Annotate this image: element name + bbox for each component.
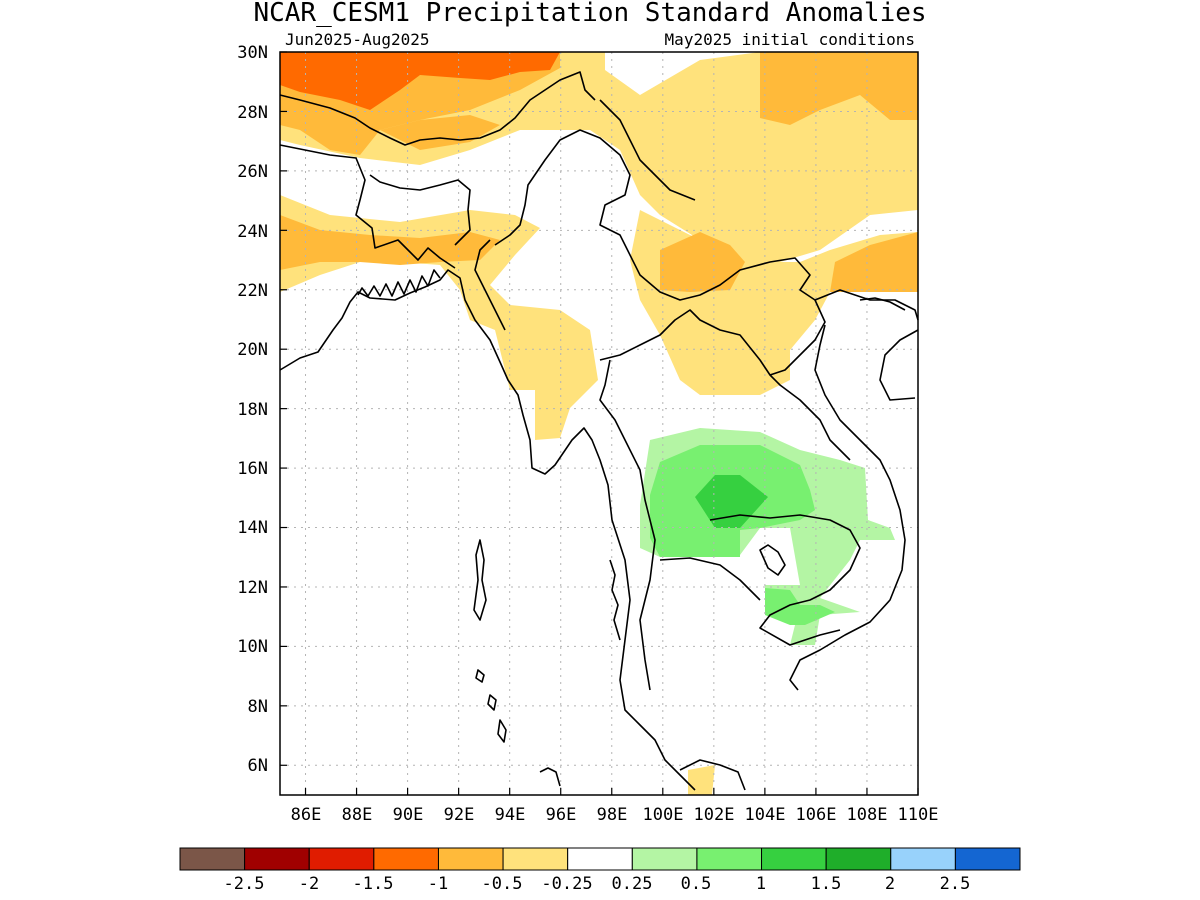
colorbar-label: -2.5 — [224, 874, 265, 894]
colorbar-swatch — [696, 847, 763, 871]
lat-label: 26N — [237, 162, 268, 182]
colorbar-label: 0.5 — [681, 874, 712, 894]
colorbar-swatch — [890, 847, 956, 871]
colorbar-label: 2.5 — [940, 874, 971, 894]
colorbar-swatch — [502, 847, 569, 871]
lon-label: 106E — [796, 805, 837, 825]
lon-label: 94E — [495, 805, 526, 825]
colorbar-label: 0.25 — [612, 874, 653, 894]
lon-label: 90E — [393, 805, 424, 825]
lat-label: 12N — [237, 578, 268, 598]
init-conditions-subtitle: May2025 initial conditions — [665, 30, 915, 49]
colorbar-swatch — [825, 847, 892, 871]
lat-label: 14N — [237, 518, 268, 538]
period-subtitle: Jun2025-Aug2025 — [285, 30, 430, 49]
lat-label: 28N — [237, 103, 268, 123]
colorbar-swatch — [567, 847, 633, 871]
colorbar-swatch — [437, 847, 504, 871]
lon-label: 104E — [745, 805, 786, 825]
latitude-labels: 6N 8N 10N 12N 14N 16N 18N 20N 22N 24N 26… — [237, 43, 268, 776]
colorbar-label: -1.5 — [353, 874, 394, 894]
lat-label: 20N — [237, 340, 268, 360]
colorbar-swatch — [244, 847, 310, 871]
colorbar-swatch — [954, 847, 1021, 871]
colorbar-swatch — [308, 847, 375, 871]
lon-label: 100E — [643, 805, 684, 825]
lat-label: 22N — [237, 281, 268, 301]
lat-label: 16N — [237, 459, 268, 479]
lon-label: 108E — [847, 805, 888, 825]
colorbar-label: -1 — [428, 874, 448, 894]
lat-label: 10N — [237, 637, 268, 657]
coastlines-and-borders — [279, 71, 919, 791]
lon-label: 110E — [898, 805, 939, 825]
colorbar: -2.5 -2 -1.5 -1 -0.5 -0.25 0.25 0.5 1 1.… — [179, 847, 1021, 894]
colorbar-label: -0.25 — [541, 874, 592, 894]
axis-ticks — [280, 51, 919, 795]
colorbar-swatch — [761, 847, 827, 871]
lon-label: 102E — [694, 805, 735, 825]
lat-label: 18N — [237, 400, 268, 420]
lon-label: 98E — [597, 805, 628, 825]
longitude-labels: 86E 88E 90E 92E 94E 96E 98E 100E 102E 10… — [291, 805, 939, 825]
lon-label: 96E — [546, 805, 577, 825]
lat-label: 8N — [248, 697, 268, 717]
colorbar-label: -2 — [299, 874, 319, 894]
lon-label: 92E — [444, 805, 475, 825]
colorbar-swatch — [373, 847, 439, 871]
lon-label: 88E — [342, 805, 373, 825]
colorbar-label: 1.5 — [811, 874, 842, 894]
colorbar-label: 2 — [885, 874, 895, 894]
map-gridlines — [280, 51, 919, 795]
colorbar-swatch — [179, 847, 246, 871]
lon-label: 86E — [291, 805, 322, 825]
map-frame — [279, 51, 919, 796]
lat-label: 30N — [237, 43, 268, 63]
lat-label: 6N — [248, 756, 268, 776]
colorbar-label: -0.5 — [482, 874, 523, 894]
colorbar-swatch — [631, 847, 698, 871]
colorbar-label: 1 — [756, 874, 766, 894]
lat-label: 24N — [237, 222, 268, 242]
map-title: NCAR_CESM1 Precipitation Standard Anomal… — [253, 0, 926, 28]
